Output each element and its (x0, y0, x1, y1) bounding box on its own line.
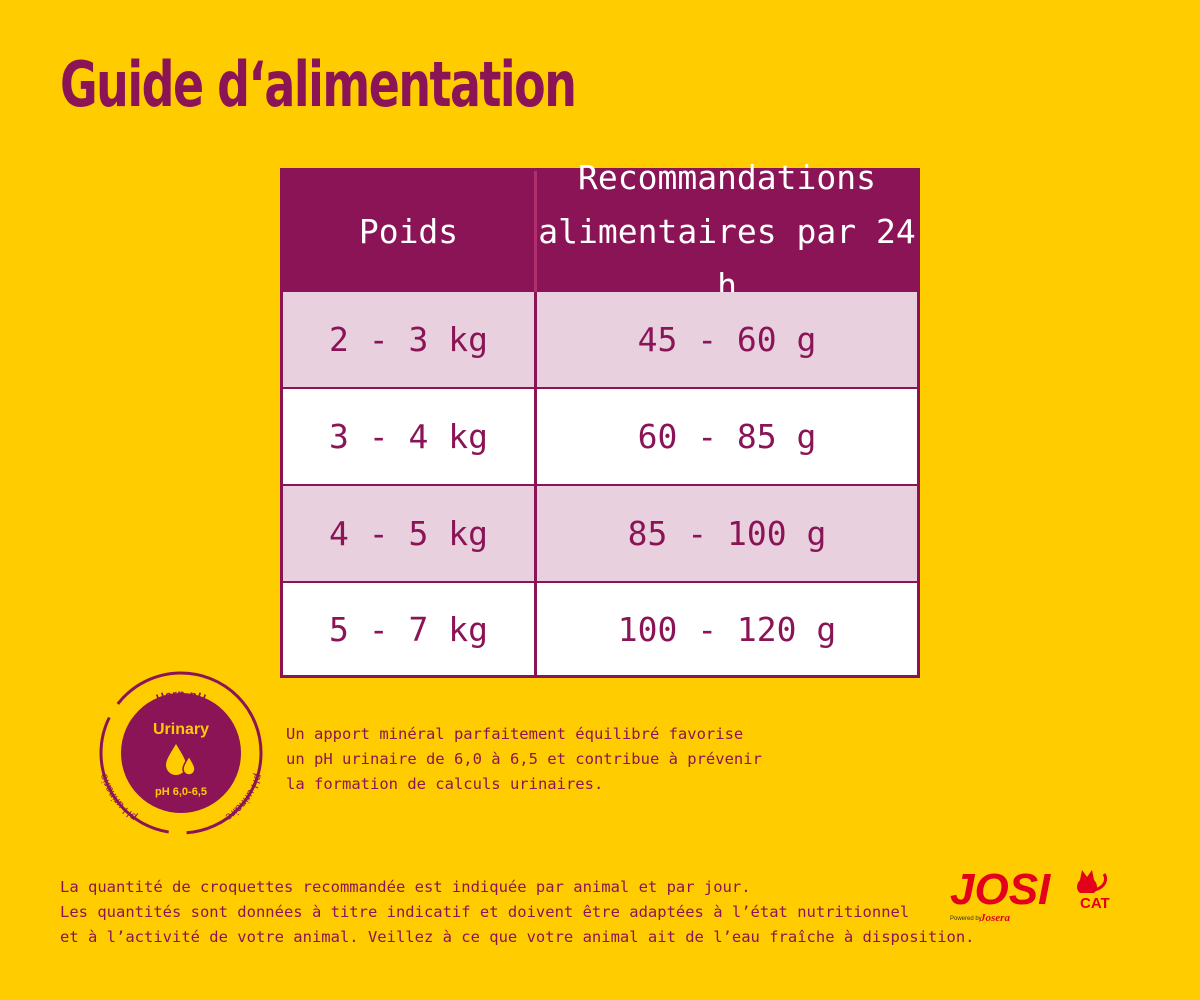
urinary-note: Un apport minéral parfaitement équilibré… (286, 722, 762, 797)
footer-line: Les quantités sont données à titre indic… (60, 903, 910, 921)
footer-line: et à l’activité de votre animal. Veillez… (60, 928, 975, 946)
cat-icon (1077, 870, 1108, 893)
page-title: Guide d‘alimentation (60, 48, 577, 121)
water-drops-icon (166, 744, 196, 776)
badge-top-arc-text: Harn-pH (154, 687, 208, 706)
table-row-weight: 2 - 3 kg (283, 292, 537, 389)
table-row-weight: 5 - 7 kg (283, 583, 537, 675)
table-row-amount: 85 - 100 g (537, 486, 917, 583)
footer-line: La quantité de croquettes recommandée es… (60, 878, 751, 896)
badge-label: Urinary (153, 721, 209, 738)
note-line: la formation de calculs urinaires. (286, 775, 604, 793)
header-weight: Poids (283, 171, 537, 292)
svg-text:Harn-pH: Harn-pH (154, 687, 208, 706)
note-line: un pH urinaire de 6,0 à 6,5 et contribue… (286, 750, 762, 768)
header-recommendation: Recommandations alimentaires par 24 h (537, 158, 917, 305)
logo-powered-text: Powered by (950, 916, 982, 922)
josicat-logo: JOSI CAT Powered by Josera (950, 865, 1110, 924)
logo-brand: JOSI (950, 865, 1051, 914)
urinary-ph-badge: Harn-pH pH urinario pH urinaire Urinary … (98, 671, 264, 835)
header-recommendation-line1: Recommandations (577, 157, 876, 197)
feeding-table: Poids Recommandations alimentaires par 2… (280, 158, 920, 678)
table-row-weight: 3 - 4 kg (283, 389, 537, 486)
badge-ph-range: pH 6,0-6,5 (155, 786, 207, 798)
table-row-amount: 60 - 85 g (537, 389, 917, 486)
footer-disclaimer: La quantité de croquettes recommandée es… (60, 875, 975, 950)
table-row-amount: 100 - 120 g (537, 583, 917, 675)
table-row-amount: 45 - 60 g (537, 292, 917, 389)
logo-maker: Josera (979, 912, 1010, 924)
table-row-weight: 4 - 5 kg (283, 486, 537, 583)
note-line: Un apport minéral parfaitement équilibré… (286, 725, 744, 743)
logo-sub: CAT (1080, 895, 1110, 912)
